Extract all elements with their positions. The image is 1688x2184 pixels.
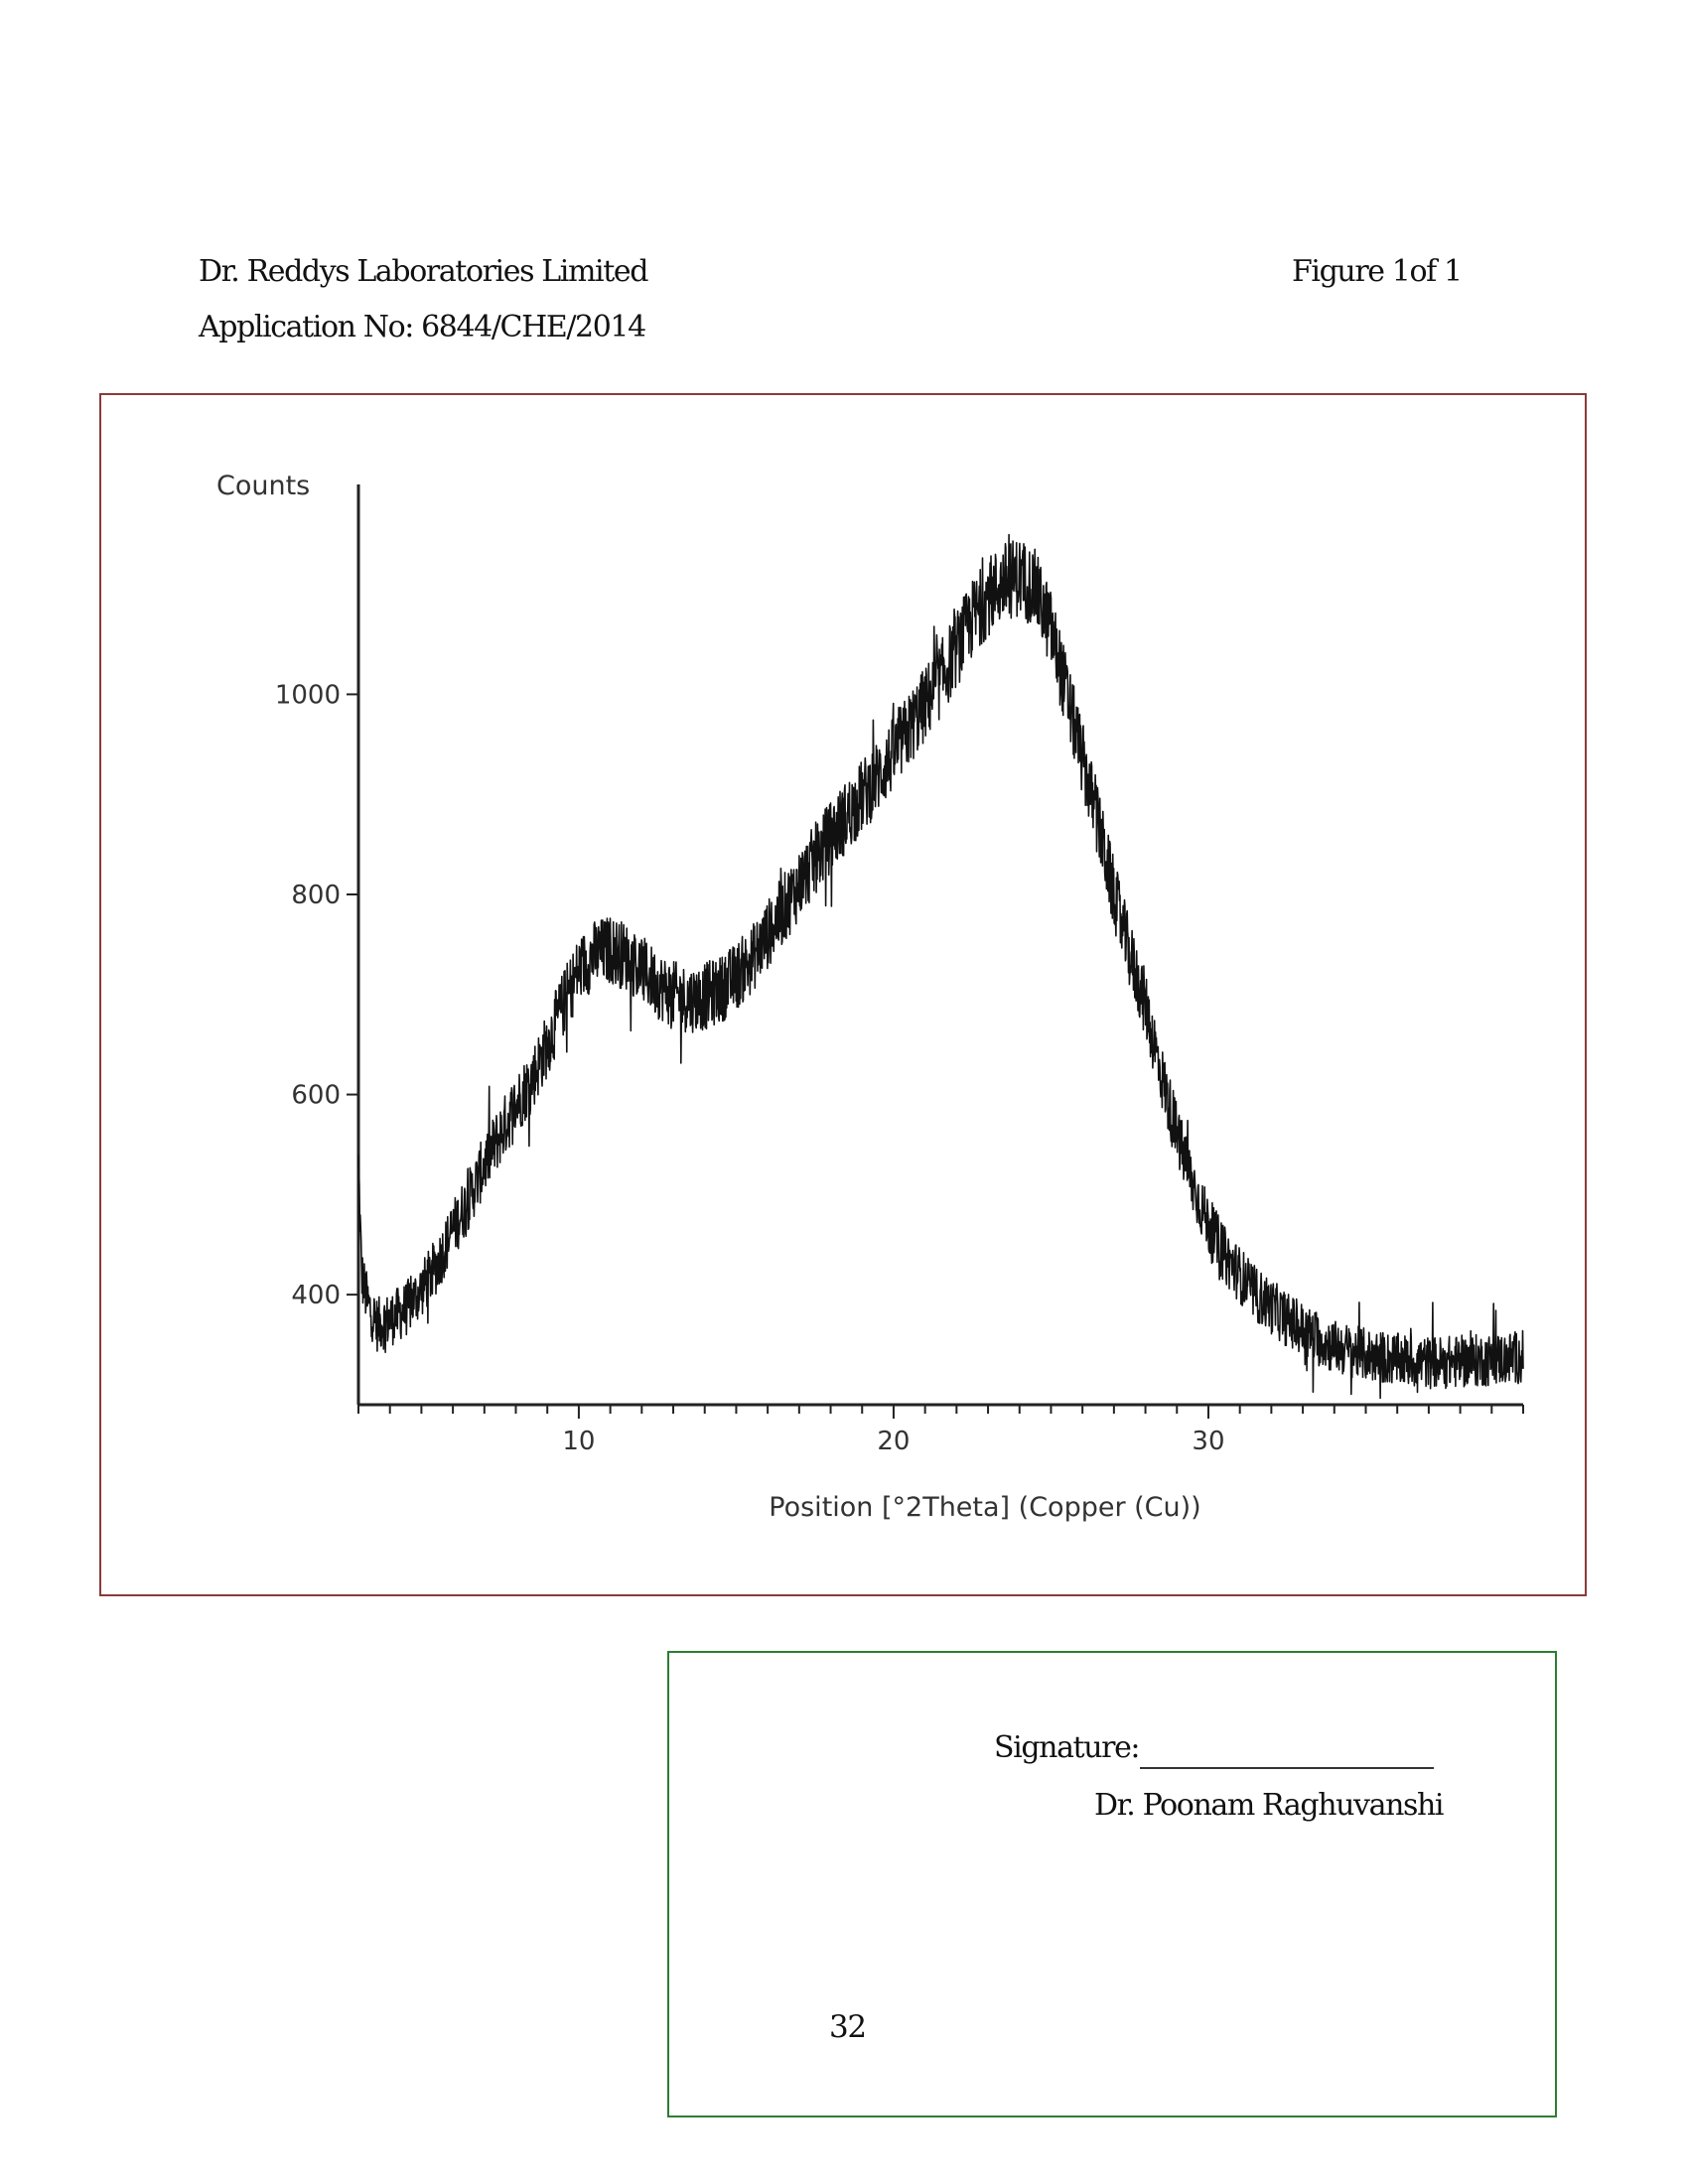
y-tick-label: 1000 bbox=[275, 680, 341, 710]
x-tick-label: 30 bbox=[1192, 1427, 1224, 1456]
x-tick-label: 10 bbox=[562, 1427, 595, 1456]
signature-label: Signature: bbox=[994, 1730, 1141, 1765]
xrd-chart: Counts Position [°2Theta] (Copper (Cu)) … bbox=[216, 471, 1524, 1523]
page-number: 32 bbox=[829, 2009, 867, 2045]
y-axis-title: Counts bbox=[216, 471, 310, 501]
trace-group bbox=[357, 533, 1524, 1400]
chart-axes: 10 20 30 400 600 800 1000 bbox=[275, 484, 1524, 1456]
y-tick-label: 800 bbox=[291, 881, 341, 910]
y-tick-label: 600 bbox=[291, 1081, 341, 1111]
company-name: Dr. Reddys Laboratories Limited bbox=[199, 254, 648, 289]
signatory-name: Dr. Poonam Raghuvanshi bbox=[1094, 1788, 1445, 1823]
x-axis-title: Position [°2Theta] (Copper (Cu)) bbox=[769, 1492, 1200, 1523]
figure-label: Figure 1of 1 bbox=[1292, 254, 1463, 289]
figure-frame: Counts Position [°2Theta] (Copper (Cu)) … bbox=[99, 393, 1587, 1596]
diffraction-trace bbox=[357, 533, 1524, 1400]
signature-line bbox=[1140, 1767, 1434, 1769]
signature-frame bbox=[667, 1651, 1557, 2117]
y-tick-label: 400 bbox=[291, 1281, 341, 1310]
application-number: Application No: 6844/CHE/2014 bbox=[199, 310, 646, 344]
x-tick-label: 20 bbox=[877, 1427, 910, 1456]
